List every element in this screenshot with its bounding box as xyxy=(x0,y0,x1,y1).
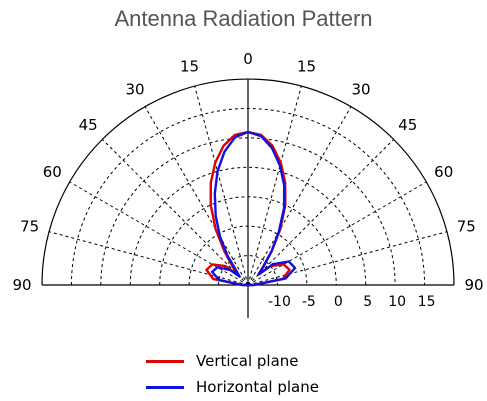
grid-ring xyxy=(218,255,278,286)
legend-swatch-horizontal xyxy=(146,385,184,389)
radial-tick-label: 10 xyxy=(388,294,406,310)
angle-tick-label: 30 xyxy=(351,80,370,98)
grid-spoke xyxy=(48,231,249,286)
radial-tick-label: -10 xyxy=(268,294,291,310)
angle-tick-label: 45 xyxy=(398,116,417,134)
grid-spoke xyxy=(247,106,352,286)
legend-swatch-vertical xyxy=(146,359,184,363)
angle-tick-label: 60 xyxy=(43,163,62,181)
angle-tick-label: 15 xyxy=(297,58,316,76)
grid-spoke xyxy=(101,138,249,286)
grid-spoke xyxy=(247,85,302,286)
legend: Vertical plane Horizontal plane xyxy=(146,348,319,400)
chart-title: Antenna Radiation Pattern xyxy=(114,6,373,31)
legend-item-horizontal: Horizontal plane xyxy=(146,374,319,400)
angle-tick-label: 30 xyxy=(125,80,144,98)
legend-label-vertical: Vertical plane xyxy=(196,352,299,370)
legend-label-horizontal: Horizontal plane xyxy=(196,378,319,396)
grid-ring xyxy=(100,137,396,286)
grid-spoke xyxy=(247,181,427,286)
angle-tick-label: 60 xyxy=(434,163,453,181)
angle-tick-label: 45 xyxy=(79,116,98,134)
radial-tick-label: 5 xyxy=(363,294,372,310)
grid-spoke xyxy=(247,231,448,286)
angle-tick-label: 75 xyxy=(20,218,39,236)
angle-tick-label: 15 xyxy=(180,58,199,76)
radial-tick-label: 0 xyxy=(334,294,343,310)
grid-spoke xyxy=(144,106,249,286)
radial-tick-label: -5 xyxy=(302,294,316,310)
grid-ring xyxy=(129,166,367,286)
radial-tick-label: 15 xyxy=(418,294,436,310)
angle-tick-label: 0 xyxy=(243,50,253,68)
grid-spoke xyxy=(247,138,395,286)
grid-spoke xyxy=(69,181,249,286)
angle-tick-label: 75 xyxy=(457,218,476,236)
series-line-horizontal xyxy=(210,130,297,287)
angle-tick-label: 90 xyxy=(12,276,31,294)
grid-spoke xyxy=(194,85,249,286)
legend-item-vertical: Vertical plane xyxy=(146,348,319,374)
angle-tick-label: 90 xyxy=(464,276,483,294)
